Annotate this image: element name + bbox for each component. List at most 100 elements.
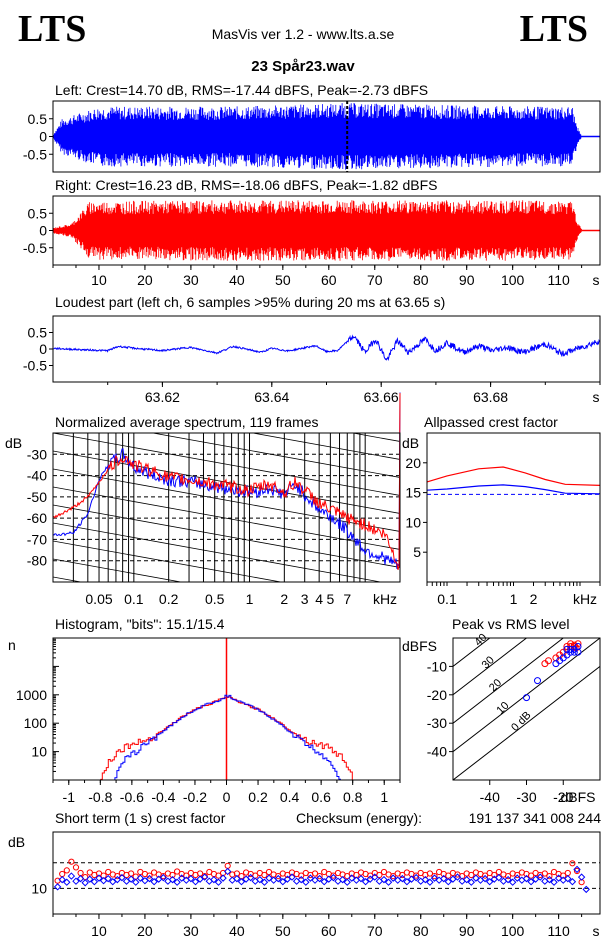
- short-term-crest-left-point: [104, 874, 112, 883]
- short-term-crest-right-point: [160, 873, 167, 880]
- short-term-crest-right-point: [316, 873, 323, 880]
- spectrum-diagonal: [53, 468, 400, 532]
- allpass-crest-xunit: kHz: [573, 591, 597, 607]
- short-term-crest-left-point: [426, 878, 434, 886]
- short-term-crest-left-point: [297, 875, 305, 884]
- spectrum-ytick-label: -80: [27, 553, 47, 569]
- logo-right: LTS: [519, 8, 588, 50]
- short-term-crest-left-point: [214, 878, 223, 886]
- histogram-xtick-label: -1: [63, 789, 76, 805]
- short-term-crest-right-point: [413, 872, 420, 879]
- allpass-crest-right-line: [426, 466, 601, 486]
- allpass-crest-ytick-label: 10: [405, 514, 421, 530]
- short-term-crest-left-point: [219, 874, 227, 882]
- short-term-crest-left-point: [582, 885, 590, 894]
- short-term-crest-ylabel: dB: [8, 834, 25, 850]
- short-term-crest-left-point: [384, 878, 393, 886]
- spectrum-title: Normalized average spectrum, 119 frames: [55, 414, 319, 430]
- short-term-crest-left-point: [132, 878, 140, 886]
- short-term-crest-left-point: [504, 875, 512, 884]
- spectrum-diagonal: [53, 504, 400, 568]
- short-term-crest-right-point: [183, 872, 190, 879]
- short-term-crest-xtick-label: 40: [229, 923, 245, 939]
- peak-vs-rms-ytick-label: -20: [427, 687, 447, 703]
- short-term-crest-left-point: [302, 878, 310, 886]
- waveform-left-ytick-label: -0.5: [23, 146, 47, 162]
- short-term-crest-left-point: [348, 874, 356, 882]
- short-term-crest-left-point: [361, 878, 370, 886]
- spectrum-frame: [52, 432, 401, 583]
- file-title: 23 Spår23.wav: [251, 58, 355, 75]
- short-term-crest-right-point: [86, 869, 93, 876]
- allpass-crest-left-line: [426, 484, 601, 495]
- loudest-part-xtick-label: 63.66: [364, 389, 399, 405]
- short-term-crest-left-point: [256, 875, 264, 884]
- logo-left: LTS: [18, 8, 87, 50]
- peak-vs-rms-diagonal: [453, 638, 565, 724]
- allpass-crest-ytick-label: 5: [413, 544, 421, 560]
- short-term-crest-left-point: [86, 875, 94, 883]
- waveform-right-ytick-label: 0.5: [28, 205, 48, 221]
- spectrum-ytick-label: -40: [27, 468, 47, 484]
- peak-vs-rms-diagonal-label: 0 dB: [509, 709, 533, 733]
- histogram-xtick-label: 0: [223, 789, 231, 805]
- spectrum-ytick-label: -60: [27, 510, 47, 526]
- loudest-part-xtick-label: 63.64: [254, 389, 289, 405]
- short-term-crest-left-point: [389, 874, 397, 882]
- short-term-crest-left-point: [440, 874, 448, 883]
- histogram-ytick-label: 1000: [16, 687, 47, 703]
- waveform-right-xtick-label: 110: [547, 272, 570, 288]
- peak-vs-rms-diagonal: [453, 665, 600, 780]
- short-term-crest-left-point: [76, 874, 85, 883]
- histogram-xtick-label: -0.6: [120, 789, 144, 805]
- spectrum-diagonal: [53, 540, 284, 582]
- short-term-crest-right-point: [174, 868, 181, 875]
- short-term-crest-left-point: [159, 873, 168, 882]
- short-term-crest-left-point: [444, 878, 453, 886]
- spectrum-diagonal: [53, 343, 400, 405]
- spectrum-diagonal: [53, 433, 400, 496]
- waveform-right-xtick-label: 70: [367, 272, 383, 288]
- short-term-crest-left-point: [577, 873, 586, 881]
- loudest-part-ytick-label: 0: [39, 341, 47, 357]
- short-term-crest-right-point: [426, 870, 433, 877]
- short-term-crest-left-point: [136, 874, 145, 882]
- short-term-crest-xtick-label: 60: [321, 923, 337, 939]
- peak-vs-rms-diagonal-label: 10: [494, 700, 511, 717]
- peak-vs-rms-left-point: [563, 645, 571, 653]
- peak-vs-rms-ylabel: dBFS: [402, 638, 437, 654]
- spectrum-xtick-label: 2: [280, 591, 288, 607]
- short-term-crest-left-point: [210, 875, 218, 884]
- loudest-part-xtick-label: 63.68: [473, 389, 508, 405]
- spectrum-xtick-label: 0.1: [124, 591, 144, 607]
- waveform-right-xtick-label: 40: [229, 272, 245, 288]
- short-term-crest-right-point: [491, 871, 498, 879]
- short-term-crest-xtick-label: 20: [137, 923, 153, 939]
- waveform-right-right-wave: [52, 200, 582, 261]
- short-term-crest-right-point: [224, 862, 231, 869]
- loudest-part-ytick-label: -0.5: [23, 358, 47, 374]
- spectrum-ytick-label: -30: [27, 446, 47, 462]
- waveform-left-ytick-label: 0.5: [28, 111, 48, 127]
- short-term-crest-xtick-label: 110: [547, 923, 570, 939]
- short-term-crest-right-point: [261, 871, 268, 879]
- short-term-crest-right-point: [169, 871, 176, 879]
- short-term-crest-title: Short term (1 s) crest factor: [55, 810, 226, 826]
- spectrum-xtick-label: 4: [315, 591, 323, 607]
- histogram-title: Histogram, "bits": 15.1/15.4: [55, 616, 225, 632]
- histogram-ytick-label: 10: [31, 744, 47, 760]
- short-term-crest-right-point: [330, 872, 337, 879]
- short-term-crest-left-point: [187, 874, 195, 883]
- short-term-crest-xunit: s: [593, 923, 600, 939]
- short-term-crest-xtick-label: 80: [413, 923, 429, 939]
- short-term-crest-left-point: [412, 873, 420, 882]
- peak-vs-rms-right-point: [574, 640, 582, 648]
- short-term-crest-left-point: [403, 878, 411, 886]
- short-term-crest-left-point: [274, 874, 282, 883]
- spectrum-diagonal: [53, 486, 400, 550]
- short-term-crest-left-point: [564, 874, 572, 883]
- short-term-crest-xtick-label: 50: [275, 923, 291, 939]
- short-term-crest-left-point: [223, 867, 232, 876]
- peak-vs-rms-diagonal-label: 20: [487, 677, 504, 694]
